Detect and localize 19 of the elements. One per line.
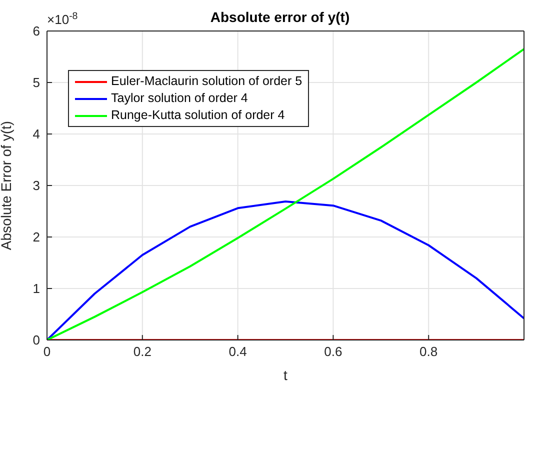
text: ×10$^{-8}$ <box>47 10 78 27</box>
x-tick-label: 0.2 <box>133 344 152 360</box>
legend-label: Euler-Maclaurin solution of order 5 <box>111 73 302 90</box>
x-axis-title: t <box>284 367 288 383</box>
y-tick-label: 3 <box>32 178 40 194</box>
y-tick-label: 0 <box>32 332 40 348</box>
y-tick-label: 6 <box>32 24 40 39</box>
y-tick-label: 4 <box>32 126 40 142</box>
chart-title: Absolute error of y(t) <box>210 9 350 25</box>
x-tick-label: 0.6 <box>324 344 342 360</box>
x-tick-label: 0.4 <box>228 344 247 360</box>
y-axis-title: Absolute Error of y(t) <box>0 120 14 250</box>
legend-label: Runge-Kutta solution of order 4 <box>111 107 285 124</box>
x-tick-label: 0.8 <box>420 344 438 360</box>
legend-label: Taylor solution of order 4 <box>111 90 248 107</box>
x-tick-label: 0 <box>43 344 51 360</box>
y-tick-label: 5 <box>32 75 40 90</box>
y-tick-label: 1 <box>32 281 40 296</box>
y-tick-label: 2 <box>32 230 40 245</box>
